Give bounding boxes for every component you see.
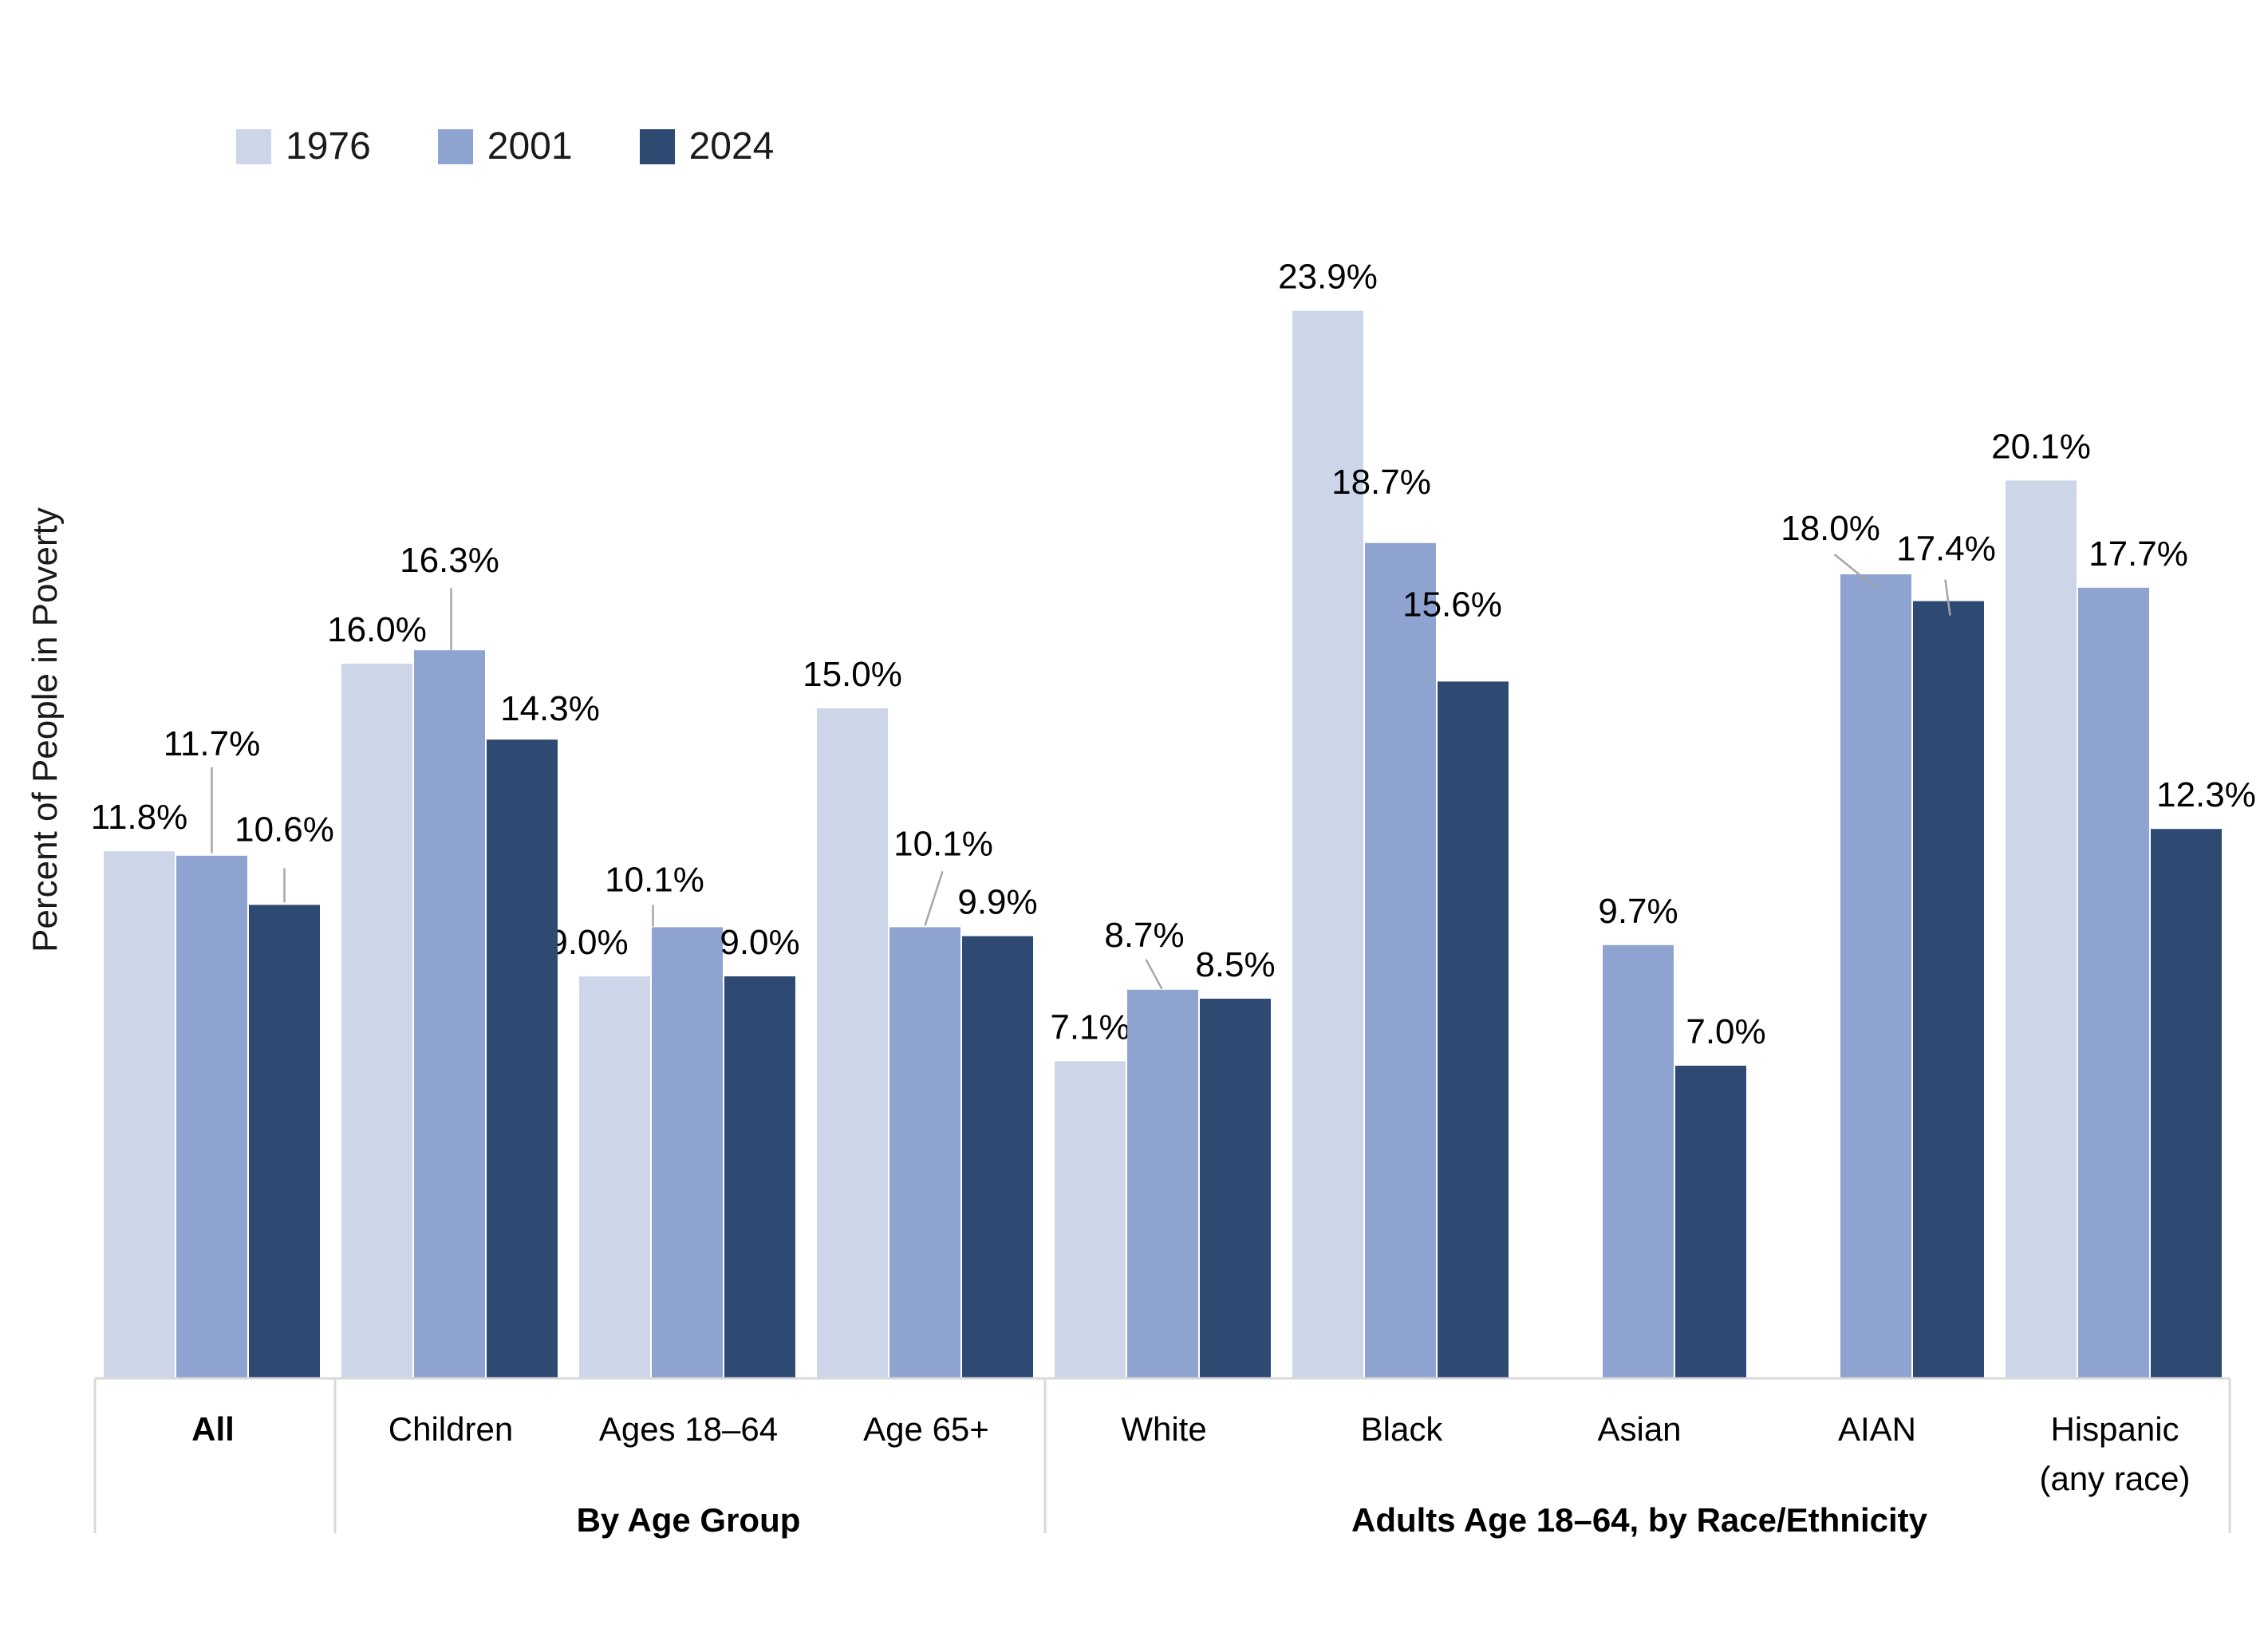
- bar-all-1976: [104, 851, 175, 1378]
- bar-ages-18-64-2001: [652, 927, 723, 1378]
- legend-swatch-1976-icon: [236, 129, 271, 164]
- category-label-aian: AIAN: [1838, 1410, 1916, 1448]
- bar-ages-18-64-1976: [579, 976, 650, 1378]
- bar-hispanic-1976: [2006, 480, 2077, 1378]
- legend-swatch-2001-icon: [437, 129, 473, 164]
- bar-ages-18-64-2024: [724, 976, 795, 1378]
- category-label-line2: (any race): [2039, 1460, 2190, 1497]
- value-label: 15.6%: [1402, 585, 1502, 624]
- bar-all-2001: [176, 855, 247, 1378]
- value-label: 14.3%: [500, 689, 600, 728]
- bar-age-65--2001: [889, 927, 960, 1378]
- value-label-leader-line: [1145, 959, 1163, 990]
- value-label: 10.1%: [605, 860, 704, 899]
- bar-children-2024: [487, 739, 558, 1378]
- value-label: 10.6%: [235, 810, 334, 849]
- value-label-leader-line: [924, 871, 944, 926]
- value-label-leader-line: [1944, 579, 1951, 616]
- bar-asian-2024: [1675, 1066, 1746, 1378]
- category-label-hispanic: Hispanic: [2050, 1410, 2179, 1448]
- value-label: 23.9%: [1278, 258, 1378, 297]
- value-label: 8.5%: [1195, 945, 1275, 984]
- bar-all-2024: [249, 905, 320, 1378]
- chart-legend: 1976 2001 2024: [236, 128, 774, 166]
- value-label: 16.0%: [327, 610, 427, 649]
- value-label: 9.9%: [957, 883, 1037, 922]
- bar-white-1976: [1055, 1061, 1126, 1378]
- legend-label-1976: 1976: [286, 125, 371, 168]
- bar-black-1976: [1292, 310, 1363, 1379]
- section-label-by-age-group: By Age Group: [577, 1501, 801, 1539]
- bar-black-2001: [1365, 542, 1436, 1378]
- section-label-adults-age-18-64-by-race-ethnicity: Adults Age 18–64, by Race/Ethnicity: [1351, 1501, 1928, 1539]
- category-label-white: White: [1121, 1410, 1206, 1448]
- value-label: 12.3%: [2156, 775, 2256, 814]
- value-label: 16.3%: [400, 541, 499, 580]
- value-label: 9.0%: [548, 923, 628, 962]
- value-label: 8.7%: [1104, 916, 1184, 955]
- value-label: 9.0%: [720, 923, 799, 962]
- value-label: 18.7%: [1331, 463, 1431, 502]
- bar-children-1976: [341, 664, 412, 1378]
- legend-label-2024: 2024: [688, 125, 775, 168]
- category-label-black: Black: [1361, 1410, 1444, 1448]
- value-label: 15.0%: [803, 655, 902, 694]
- bar-black-2024: [1438, 681, 1509, 1378]
- category-label-asian: Asian: [1597, 1410, 1681, 1448]
- bar-age-65--1976: [817, 708, 888, 1378]
- bar-age-65--2024: [962, 936, 1033, 1378]
- value-label: 10.1%: [893, 824, 993, 863]
- value-label-leader-line: [1833, 554, 1877, 589]
- bar-aian-2024: [1913, 601, 1984, 1378]
- bar-white-2024: [1200, 999, 1271, 1378]
- value-label: 17.4%: [1896, 530, 1996, 569]
- category-label-all: All: [191, 1410, 235, 1448]
- category-label-ages-18-64: Ages 18–64: [599, 1410, 778, 1448]
- legend-item-2001: 2001: [437, 125, 573, 168]
- value-label: 7.0%: [1686, 1012, 1765, 1051]
- value-label: 9.7%: [1598, 892, 1678, 931]
- value-label: 7.1%: [1050, 1007, 1130, 1047]
- value-label: 20.1%: [1991, 427, 2091, 466]
- value-label: 17.7%: [2089, 534, 2188, 574]
- bar-hispanic-2001: [2078, 587, 2149, 1378]
- category-label-age-65-: Age 65+: [863, 1410, 989, 1448]
- legend-item-2024: 2024: [639, 125, 775, 168]
- value-label: 11.8%: [91, 798, 188, 837]
- bar-hispanic-2024: [2151, 829, 2222, 1378]
- value-label: 11.7%: [164, 724, 261, 763]
- bar-white-2001: [1127, 989, 1198, 1378]
- value-label: 18.0%: [1781, 509, 1880, 548]
- bar-aian-2001: [1840, 574, 1911, 1378]
- legend-item-1976: 1976: [236, 128, 371, 166]
- legend-label-2001: 2001: [487, 125, 573, 168]
- legend-swatch-2024-icon: [639, 129, 675, 164]
- bar-asian-2001: [1603, 944, 1674, 1378]
- bar-children-2001: [414, 650, 485, 1378]
- category-label-children: Children: [389, 1410, 513, 1448]
